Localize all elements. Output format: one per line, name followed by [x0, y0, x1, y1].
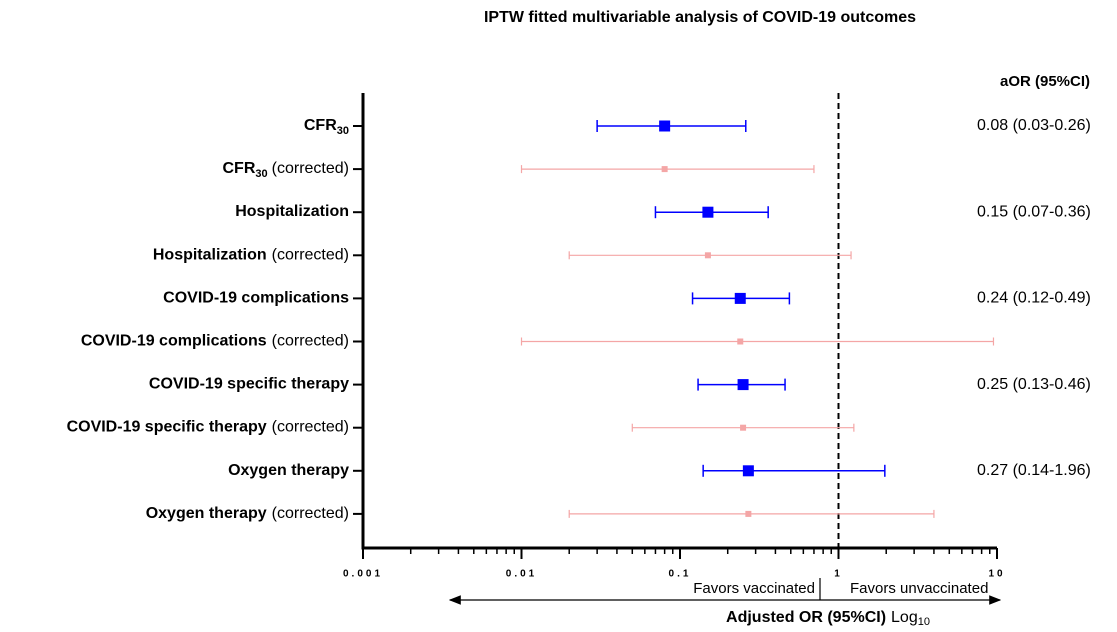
row-label-suffix: (corrected) — [272, 505, 349, 522]
row-label-suffix: (corrected) — [272, 247, 349, 264]
value-label: 0.15 (0.07-0.36) — [977, 203, 1091, 220]
row-label-bold: CFR — [223, 160, 256, 177]
row-label-bold: COVID-19 specific therapy — [149, 376, 349, 393]
estimate-marker — [661, 166, 668, 173]
value-label: 0.25 (0.13-0.46) — [977, 376, 1091, 393]
x-axis-label-text: Log — [891, 609, 918, 626]
x-tick-label: 1 — [834, 569, 843, 580]
row-label-suffix: (corrected) — [272, 419, 349, 436]
row-label-bold: CFR — [304, 117, 337, 134]
value-label: 0.27 (0.14-1.96) — [977, 462, 1091, 479]
row-label: COVID-19 specific therapy — [149, 376, 349, 393]
annotation: Favors vaccinated — [693, 580, 815, 597]
row-label: Oxygen therapy — [228, 462, 349, 479]
estimate-marker — [745, 510, 752, 517]
estimate-marker — [704, 252, 711, 259]
estimate-marker — [742, 465, 754, 477]
value-label: 0.24 (0.12-0.49) — [977, 290, 1091, 307]
chart-title: IPTW fitted multivariable analysis of CO… — [484, 9, 916, 26]
x-axis-label: Adjusted OR (95%CI) Log10 — [726, 609, 930, 628]
estimate-marker — [740, 424, 747, 431]
x-tick-label: 0.001 — [343, 569, 383, 580]
value-label: 0.08 (0.03-0.26) — [977, 117, 1091, 134]
row-label: CFR30 (corrected) — [223, 160, 350, 180]
row-label-bold: Oxygen therapy — [146, 505, 267, 522]
row-label-sub: 30 — [337, 125, 349, 137]
estimate-marker — [737, 338, 744, 345]
row-label-bold: Hospitalization — [235, 203, 349, 220]
row-label-suffix: (corrected) — [272, 333, 349, 350]
row-label: COVID-19 complications — [163, 290, 349, 307]
x-axis-label-bold: Adjusted OR (95%CI) — [726, 609, 886, 626]
row-label: Hospitalization — [235, 203, 349, 220]
row-label-bold: Hospitalization — [153, 247, 267, 264]
row-label: Oxygen therapy (corrected) — [146, 505, 349, 522]
row-label-bold: COVID-19 complications — [163, 290, 349, 307]
x-axis-label-sub: 10 — [918, 616, 930, 628]
row-label-bold: COVID-19 complications — [81, 333, 267, 350]
row-label-sub: 30 — [255, 168, 267, 180]
estimate-marker — [737, 379, 749, 391]
estimate-marker — [702, 206, 714, 218]
row-label-bold: Oxygen therapy — [228, 462, 349, 479]
x-tick-label: 0.1 — [669, 569, 692, 580]
estimate-marker — [659, 120, 671, 132]
estimate-marker — [734, 292, 746, 304]
row-label: CFR30 — [304, 117, 349, 137]
x-tick-label: 10 — [988, 569, 1005, 580]
x-tick-label: 0.01 — [506, 569, 537, 580]
column-header: aOR (95%CI) — [1000, 73, 1090, 90]
row-label: COVID-19 specific therapy (corrected) — [67, 419, 349, 436]
row-label: Hospitalization (corrected) — [153, 247, 349, 264]
row-label: COVID-19 complications (corrected) — [81, 333, 349, 350]
annotation: Favors unvaccinated — [850, 580, 988, 597]
row-label-suffix: (corrected) — [272, 160, 349, 177]
row-label-bold: COVID-19 specific therapy — [67, 419, 267, 436]
